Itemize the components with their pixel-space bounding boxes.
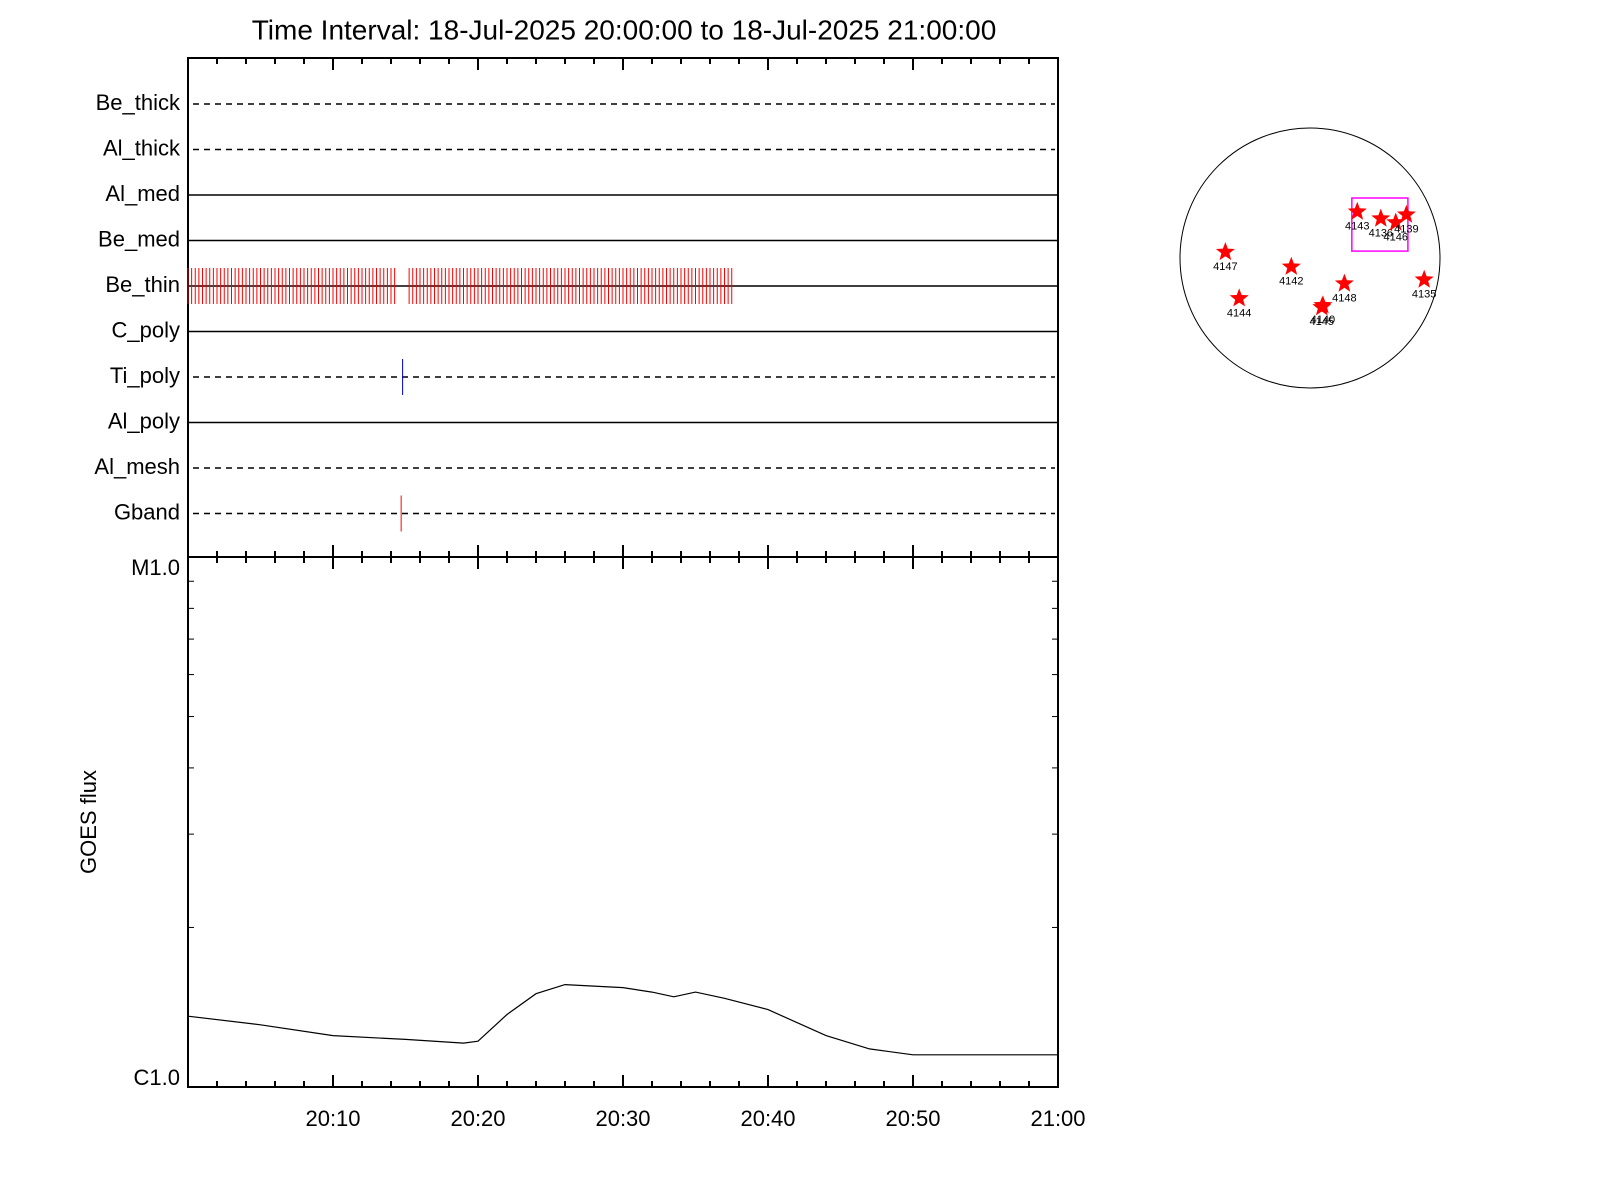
- x-tick-label: 20:10: [305, 1106, 360, 1131]
- region-marker: [1281, 256, 1301, 275]
- region-label: 4143: [1345, 221, 1369, 233]
- region-label: 4139: [1394, 224, 1418, 236]
- region-label: 4146: [1383, 231, 1407, 243]
- filter-label: Gband: [114, 499, 180, 524]
- filter-label: Ti_poly: [110, 363, 180, 388]
- region-marker: [1312, 297, 1332, 316]
- x-tick-label: 20:40: [740, 1106, 795, 1131]
- x-tick-label: 21:00: [1030, 1106, 1085, 1131]
- region-label: 4136: [1369, 228, 1393, 240]
- filter-label: Be_med: [98, 226, 180, 251]
- region-label: 4144: [1227, 307, 1251, 319]
- solar-disk: [1179, 127, 1441, 389]
- region-marker: [1229, 288, 1249, 307]
- filter-label: Al_mesh: [94, 454, 180, 479]
- filter-label: Be_thin: [105, 272, 180, 297]
- filter-label: Al_poly: [108, 408, 180, 433]
- x-tick-label: 20:50: [885, 1106, 940, 1131]
- filter-label: Al_thick: [103, 135, 181, 160]
- region-label: 4135: [1412, 289, 1436, 301]
- region-marker: [1347, 201, 1367, 220]
- filter-label: Be_thick: [96, 90, 181, 115]
- flux-line: [187, 983, 1058, 1056]
- plot-frame: [187, 57, 1059, 558]
- region-label: 4142: [1279, 276, 1303, 288]
- region-label: 4147: [1213, 261, 1237, 273]
- region-marker: [1396, 204, 1416, 223]
- filter-label: C_poly: [112, 317, 180, 342]
- x-tick-label: 20:20: [450, 1106, 505, 1131]
- region-label: 4140: [1311, 314, 1335, 326]
- filter-label: Al_med: [105, 181, 180, 206]
- y-axis-label: GOES flux: [76, 770, 101, 874]
- region-marker: [1386, 212, 1406, 231]
- region-marker: [1334, 273, 1354, 292]
- chart-title: Time Interval: 18-Jul-2025 20:00:00 to 1…: [252, 14, 997, 45]
- x-tick-label: 20:30: [595, 1106, 650, 1131]
- region-marker: [1371, 208, 1391, 227]
- region-marker: [1414, 269, 1434, 288]
- region-label: 4148: [1332, 293, 1356, 305]
- y-tick-label: M1.0: [131, 555, 180, 580]
- region-marker: [1215, 242, 1235, 261]
- region-label: 4145: [1310, 316, 1334, 328]
- y-tick-label: C1.0: [134, 1065, 180, 1090]
- field-of-view: [1351, 197, 1409, 252]
- plot-frame: [187, 556, 1059, 1088]
